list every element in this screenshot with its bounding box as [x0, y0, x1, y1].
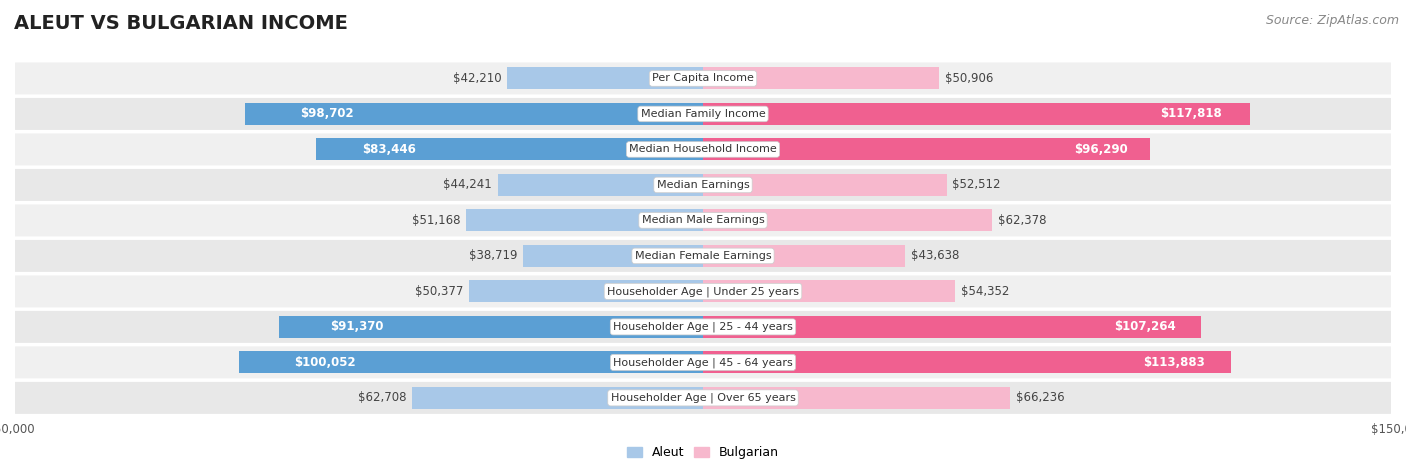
- Bar: [703, 280, 955, 303]
- Text: $91,370: $91,370: [330, 320, 384, 333]
- Text: Source: ZipAtlas.com: Source: ZipAtlas.com: [1265, 14, 1399, 27]
- Text: $83,446: $83,446: [363, 143, 416, 156]
- Text: $96,290: $96,290: [1074, 143, 1128, 156]
- FancyBboxPatch shape: [14, 239, 1392, 273]
- Text: Householder Age | Over 65 years: Householder Age | Over 65 years: [610, 393, 796, 403]
- FancyBboxPatch shape: [14, 133, 1392, 166]
- FancyBboxPatch shape: [14, 275, 1392, 308]
- Text: $113,883: $113,883: [1143, 356, 1205, 369]
- Text: $107,264: $107,264: [1114, 320, 1175, 333]
- Text: Householder Age | 25 - 44 years: Householder Age | 25 - 44 years: [613, 322, 793, 332]
- Bar: [245, 103, 703, 125]
- Bar: [465, 209, 703, 232]
- Text: Median Household Income: Median Household Income: [628, 144, 778, 155]
- Text: $44,241: $44,241: [443, 178, 492, 191]
- Text: $98,702: $98,702: [299, 107, 354, 120]
- Text: Per Capita Income: Per Capita Income: [652, 73, 754, 84]
- Text: $100,052: $100,052: [294, 356, 356, 369]
- Text: $117,818: $117,818: [1160, 107, 1222, 120]
- Text: Median Family Income: Median Family Income: [641, 109, 765, 119]
- Text: Householder Age | Under 25 years: Householder Age | Under 25 years: [607, 286, 799, 297]
- Bar: [703, 387, 1011, 409]
- Legend: Aleut, Bulgarian: Aleut, Bulgarian: [627, 446, 779, 459]
- Text: $66,236: $66,236: [1017, 391, 1064, 404]
- Text: $52,512: $52,512: [952, 178, 1001, 191]
- Text: Householder Age | 45 - 64 years: Householder Age | 45 - 64 years: [613, 357, 793, 368]
- Bar: [498, 174, 703, 196]
- Text: $62,708: $62,708: [359, 391, 406, 404]
- Bar: [278, 316, 703, 338]
- FancyBboxPatch shape: [14, 97, 1392, 131]
- Bar: [239, 351, 703, 374]
- FancyBboxPatch shape: [14, 381, 1392, 415]
- FancyBboxPatch shape: [14, 204, 1392, 237]
- FancyBboxPatch shape: [14, 310, 1392, 344]
- Text: Median Earnings: Median Earnings: [657, 180, 749, 190]
- Bar: [508, 67, 703, 90]
- Bar: [703, 245, 905, 267]
- Text: $42,210: $42,210: [453, 72, 502, 85]
- Text: $50,377: $50,377: [415, 285, 464, 298]
- Bar: [703, 209, 993, 232]
- Text: $38,719: $38,719: [470, 249, 517, 262]
- Text: $50,906: $50,906: [945, 72, 993, 85]
- Text: $43,638: $43,638: [911, 249, 959, 262]
- FancyBboxPatch shape: [14, 346, 1392, 379]
- Bar: [703, 174, 946, 196]
- Bar: [703, 103, 1250, 125]
- Bar: [412, 387, 703, 409]
- Bar: [523, 245, 703, 267]
- FancyBboxPatch shape: [14, 62, 1392, 95]
- Text: $51,168: $51,168: [412, 214, 460, 227]
- Text: $54,352: $54,352: [960, 285, 1010, 298]
- Text: ALEUT VS BULGARIAN INCOME: ALEUT VS BULGARIAN INCOME: [14, 14, 347, 33]
- Text: Median Male Earnings: Median Male Earnings: [641, 215, 765, 226]
- FancyBboxPatch shape: [14, 168, 1392, 202]
- Bar: [316, 138, 703, 161]
- Bar: [703, 67, 939, 90]
- Bar: [703, 351, 1232, 374]
- Bar: [703, 316, 1201, 338]
- Bar: [703, 138, 1150, 161]
- Text: Median Female Earnings: Median Female Earnings: [634, 251, 772, 261]
- Bar: [470, 280, 703, 303]
- Text: $62,378: $62,378: [998, 214, 1046, 227]
